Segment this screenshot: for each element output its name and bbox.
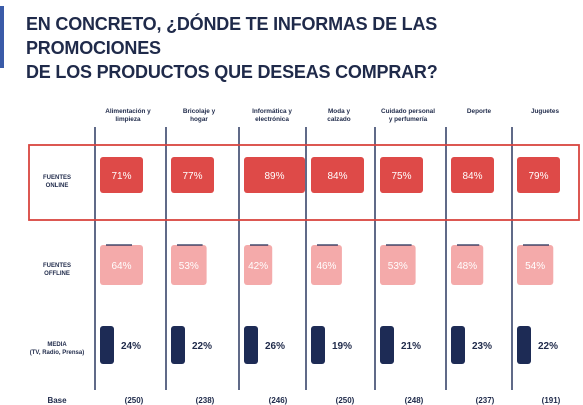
base-label: Base	[47, 396, 67, 405]
media-value-label: 22%	[192, 341, 212, 352]
base-count-label: (250)	[336, 396, 355, 405]
offline-value-box	[311, 245, 342, 285]
row-label-line: OFFLINE	[44, 271, 70, 277]
media-value-label: 19%	[332, 341, 352, 352]
category-label-line: Moda y	[328, 108, 350, 115]
online-value-box	[100, 157, 143, 193]
offline-value-box	[451, 245, 484, 285]
row-label-line: FUENTES	[43, 263, 71, 269]
online-value-label: 79%	[528, 171, 548, 182]
category-label-line: Cuidado personal	[381, 108, 435, 115]
online-value-box	[311, 157, 364, 193]
online-value-label: 84%	[462, 171, 482, 182]
media-value-label: 24%	[121, 341, 141, 352]
offline-value-label: 54%	[525, 261, 545, 272]
online-value-label: 77%	[182, 171, 202, 182]
category-label-line: calzado	[327, 116, 351, 123]
category-label: Informática y electrónica	[252, 108, 292, 123]
category-label-line: Juguetes	[531, 108, 560, 115]
offline-value-box	[517, 245, 554, 285]
row-label-line: ONLINE	[46, 183, 69, 189]
page-title: EN CONCRETO, ¿DÓNDE TE INFORMAS DE LAS P…	[26, 12, 576, 84]
media-value-label: 21%	[401, 341, 421, 352]
media-value-label: 23%	[472, 341, 492, 352]
row-label-line: (TV, Radio, Prensa)	[30, 350, 84, 356]
media-value-label: 22%	[538, 341, 558, 352]
offline-value-box	[380, 245, 416, 285]
base-count-label: (248)	[405, 396, 424, 405]
online-value-label: 75%	[391, 171, 411, 182]
base-count-label: (250)	[125, 396, 144, 405]
offline-value-box	[171, 245, 207, 285]
category-label: Alimentación y limpieza	[105, 108, 151, 123]
media-value-bar	[100, 326, 114, 364]
online-value-label: 89%	[264, 171, 284, 182]
category-label-line: Bricolaje y	[183, 108, 216, 115]
online-row-highlight	[28, 144, 580, 221]
online-value-box	[451, 157, 494, 193]
offline-value-box	[244, 245, 273, 285]
category-label-line: Alimentación y	[105, 108, 151, 115]
title-line-2: DE LOS PRODUCTOS QUE DESEAS COMPRAR?	[26, 62, 438, 82]
category-label: Moda y calzado	[327, 108, 351, 123]
row-label: FUENTES OFFLINE	[43, 263, 71, 277]
media-value-bar	[380, 326, 394, 364]
online-value-label: 84%	[327, 171, 347, 182]
row-label: MEDIA (TV, Radio, Prensa)	[30, 342, 84, 356]
category-label: Cuidado personal y perfumería	[381, 108, 435, 123]
category-label: Deporte	[467, 108, 492, 115]
offline-value-box	[100, 245, 143, 285]
row-label: FUENTES ONLINE	[43, 175, 71, 189]
media-value-bar	[171, 326, 185, 364]
category-label-line: limpieza	[115, 116, 141, 123]
online-value-box	[244, 157, 305, 193]
category-label-line: Deporte	[467, 108, 492, 115]
category-label: Bricolaje y hogar	[183, 108, 216, 123]
offline-value-label: 53%	[388, 261, 408, 272]
base-count-label: (191)	[542, 396, 561, 405]
category-label-line: y perfumería	[389, 116, 428, 123]
category-label-line: hogar	[190, 116, 208, 123]
online-value-box	[380, 157, 423, 193]
base-count-label: (238)	[196, 396, 215, 405]
row-label-line: FUENTES	[43, 175, 71, 181]
media-value-bar	[451, 326, 465, 364]
title-line-1: EN CONCRETO, ¿DÓNDE TE INFORMAS DE LAS P…	[26, 14, 438, 58]
base-count-label: (246)	[269, 396, 288, 405]
row-label-line: MEDIA	[47, 342, 67, 348]
media-value-bar	[311, 326, 325, 364]
online-value-box	[171, 157, 214, 193]
media-value-bar	[517, 326, 531, 364]
base-count-label: (237)	[476, 396, 495, 405]
media-value-bar	[244, 326, 258, 364]
offline-value-label: 46%	[316, 261, 336, 272]
category-label: Juguetes	[531, 108, 560, 115]
offline-value-label: 64%	[111, 261, 131, 272]
offline-value-label: 53%	[179, 261, 199, 272]
online-value-box	[517, 157, 560, 193]
category-label-line: Informática y	[252, 108, 292, 115]
media-value-label: 26%	[265, 341, 285, 352]
category-label-line: electrónica	[255, 116, 289, 123]
online-value-label: 71%	[111, 171, 131, 182]
offline-value-label: 42%	[248, 261, 268, 272]
accent-bar	[0, 6, 4, 68]
offline-value-label: 48%	[457, 261, 477, 272]
